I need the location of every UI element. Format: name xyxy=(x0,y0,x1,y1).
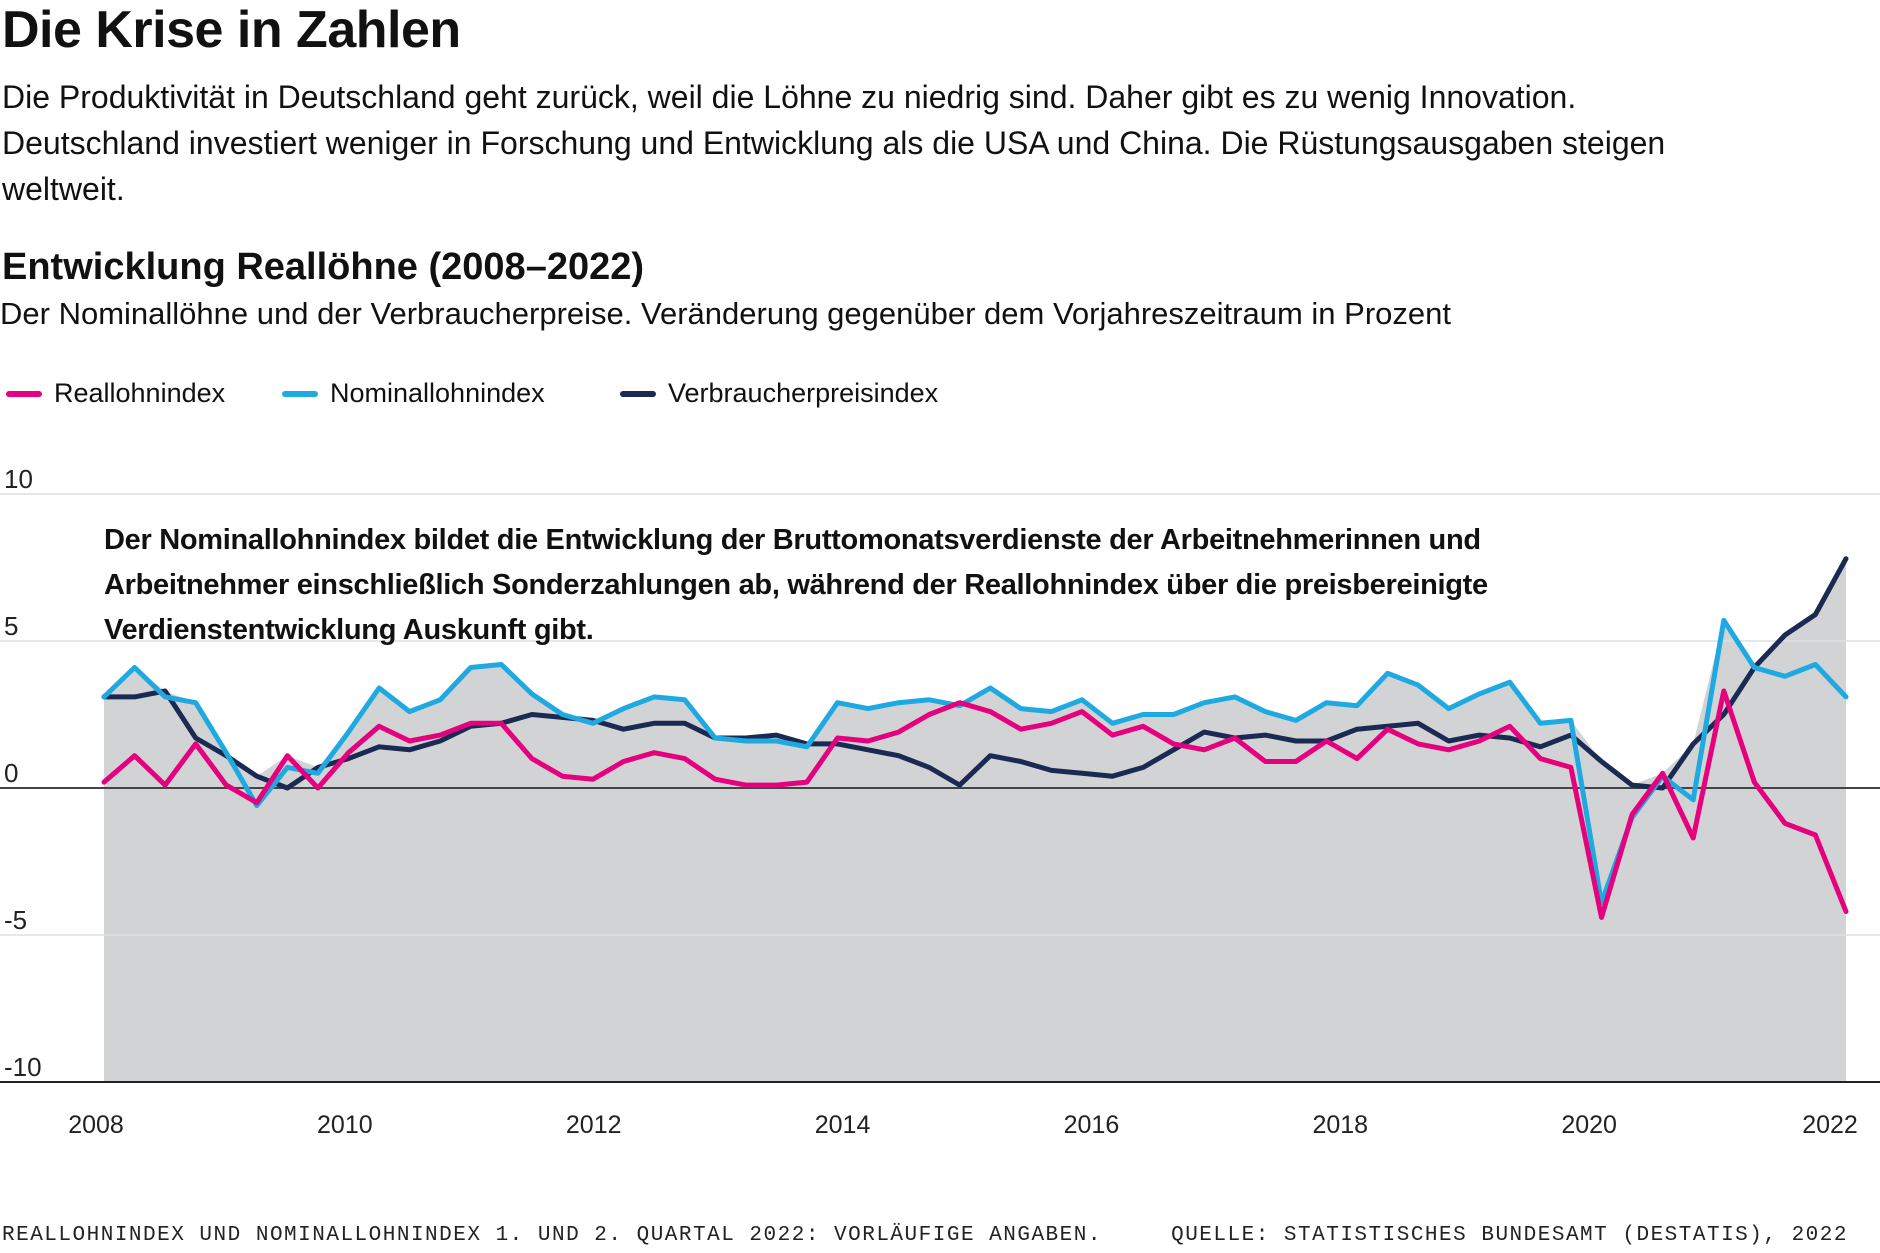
series-layer xyxy=(101,556,1849,920)
chart-title: Entwicklung Reallöhne (2008–2022) xyxy=(2,246,645,288)
area-layer xyxy=(104,558,1846,1082)
legend-swatch-reallohnindex xyxy=(6,390,42,397)
legend-label-verbraucherpreisindex: Verbraucherpreisindex xyxy=(668,378,939,408)
legend-item-reallohnindex: Reallohnindex xyxy=(6,378,225,409)
y-tick-label: 10 xyxy=(4,464,33,494)
x-tick-label: 2018 xyxy=(1312,1111,1368,1139)
headline: Die Krise in Zahlen xyxy=(2,1,461,59)
x-tick-label: 2016 xyxy=(1064,1111,1120,1139)
grid-layer xyxy=(0,493,1880,1083)
y-tick-label: -10 xyxy=(4,1052,42,1082)
legend-item-nominallohnindex: Nominallohnindex xyxy=(282,378,545,409)
x-tick-label: 2012 xyxy=(566,1111,622,1139)
x-tick-label: 2008 xyxy=(68,1111,124,1139)
legend-swatch-nominallohnindex xyxy=(282,390,318,397)
background-area xyxy=(104,558,1846,1082)
series-line-verbraucherpreisindex xyxy=(101,556,1849,791)
y-tick-label: 5 xyxy=(4,611,18,641)
x-tick-label: 2014 xyxy=(815,1111,871,1139)
legend-swatch-verbraucherpreisindex xyxy=(620,390,656,397)
y-tick-label: 0 xyxy=(4,758,18,788)
legend-item-verbraucherpreisindex: Verbraucherpreisindex xyxy=(620,378,938,409)
y-tick-label: -5 xyxy=(4,905,27,935)
intro-text: Die Produktivität in Deutschland geht zu… xyxy=(2,79,1666,207)
y-axis: 10 5 0 -5 -10 xyxy=(4,464,42,1082)
source-note: QUELLE: STATISTISCHES BUNDESAMT (DESTATI… xyxy=(1171,1224,1848,1247)
annotation-box: Der Nominallohnindex bildet die Entwickl… xyxy=(104,524,1488,646)
series-line-reallohnindex xyxy=(101,688,1849,920)
chart-annotation: Der Nominallohnindex bildet die Entwickl… xyxy=(104,524,1488,646)
legend-label-nominallohnindex: Nominallohnindex xyxy=(330,378,545,408)
chart-subtitle: Der Nominallöhne und der Verbraucherprei… xyxy=(0,296,1451,331)
legend-label-reallohnindex: Reallohnindex xyxy=(54,378,226,408)
x-tick-label: 2010 xyxy=(317,1111,373,1139)
footnote: REALLOHNINDEX UND NOMINALLOHNINDEX 1. UN… xyxy=(2,1224,1102,1247)
x-tick-label: 2020 xyxy=(1561,1111,1617,1139)
x-tick-label: 2022 xyxy=(1802,1111,1858,1139)
x-axis: 2008 2010 2012 2014 2016 2018 2020 2022 xyxy=(68,1111,1858,1139)
series-line-nominallohnindex xyxy=(101,617,1849,906)
